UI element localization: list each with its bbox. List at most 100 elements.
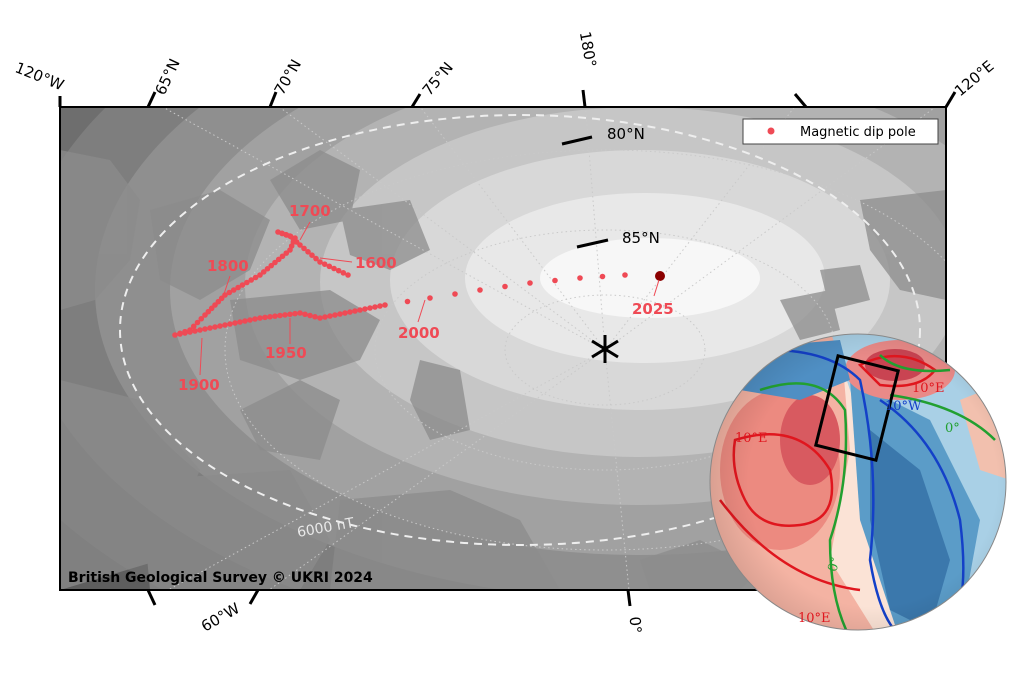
pole-dot xyxy=(372,304,378,310)
pole-dot xyxy=(237,319,243,325)
pole-dot xyxy=(248,277,255,283)
pole-dot xyxy=(182,330,188,336)
pole-dot xyxy=(267,313,273,320)
edge-label: 60°W xyxy=(198,599,243,635)
year-label: 1950 xyxy=(265,344,307,362)
pole-dot xyxy=(187,329,193,335)
pole-dot xyxy=(326,263,333,270)
pole-dot xyxy=(337,311,343,317)
pole-dot xyxy=(340,270,347,276)
pole-dot xyxy=(244,279,250,286)
pole-dot xyxy=(235,284,241,291)
pole-dot xyxy=(239,282,246,288)
pole-dot xyxy=(477,287,483,293)
year-label: 1900 xyxy=(178,376,220,394)
pole-dot xyxy=(247,317,253,323)
pole-dot xyxy=(194,319,201,326)
pole-track xyxy=(172,229,665,338)
pole-dot xyxy=(252,316,258,322)
globe-label: 10°E xyxy=(798,611,831,626)
inset-globe: 10°E 10°W 0° 10°E 0° 10°E xyxy=(709,333,1007,631)
globe-label: 10°W xyxy=(885,399,922,414)
inner-label: 85°N xyxy=(622,229,660,247)
pole-dot xyxy=(317,259,323,265)
pole-dot xyxy=(257,272,263,278)
pole-dot xyxy=(321,261,328,267)
year-leaders xyxy=(199,221,660,376)
pole-dot xyxy=(227,321,233,327)
pole-dot xyxy=(527,280,533,286)
pole-dot xyxy=(279,230,286,237)
pole-dot xyxy=(207,325,213,331)
pole-dot xyxy=(190,323,197,330)
inner-label: 80°N xyxy=(607,125,645,143)
pole-dot xyxy=(332,312,338,318)
edge-label: 120°E xyxy=(951,57,998,100)
pole-dot xyxy=(599,273,606,280)
pole-dot xyxy=(264,265,271,272)
pole-dot xyxy=(287,311,293,318)
pole-dot xyxy=(226,289,233,296)
edge-label: 65°N xyxy=(151,56,183,98)
pole-dot xyxy=(197,327,203,333)
pole-dot xyxy=(287,233,294,240)
pole-dot xyxy=(230,287,237,293)
pole-dot xyxy=(198,315,205,322)
pole-dot xyxy=(277,312,283,319)
globe-label: 10°E xyxy=(735,431,768,446)
pole-dot xyxy=(301,245,307,252)
pole-dot xyxy=(202,326,208,332)
land xyxy=(60,150,946,590)
pole-dot xyxy=(309,252,315,258)
edge-label: 75°N xyxy=(419,59,457,100)
pole-dot xyxy=(275,229,281,235)
pole-dot xyxy=(307,312,313,319)
pole-current xyxy=(655,271,665,281)
pole-dot xyxy=(283,232,290,238)
pole-dot xyxy=(260,269,267,275)
pole-dot xyxy=(172,332,178,338)
pole-dot xyxy=(317,315,323,321)
pole-dot xyxy=(177,331,183,337)
pole-dot xyxy=(305,249,311,255)
pole-dot xyxy=(287,247,293,253)
year-label: 1600 xyxy=(355,254,397,272)
pole-dot xyxy=(202,312,208,318)
pole-dot xyxy=(268,262,275,269)
edge-label: 70°N xyxy=(271,56,305,98)
pole-dot xyxy=(352,308,358,314)
legend-label: Magnetic dip pole xyxy=(800,125,916,140)
graticule xyxy=(161,107,946,590)
pole-dot xyxy=(347,309,353,315)
pole-dot xyxy=(404,298,411,305)
year-label: 2000 xyxy=(398,324,440,342)
pole-dot xyxy=(302,311,308,318)
legend: Magnetic dip pole xyxy=(742,118,939,145)
map-frame xyxy=(59,106,947,591)
pole-dot xyxy=(452,291,458,297)
pole-marker xyxy=(591,335,619,363)
contour-line xyxy=(119,114,921,546)
pole-dot xyxy=(272,313,278,319)
pole-dot xyxy=(232,320,238,326)
pole-dot xyxy=(577,275,583,281)
pole-dot xyxy=(377,303,383,309)
pole-dot xyxy=(297,310,303,316)
pole-dot xyxy=(362,306,368,312)
pole-dot xyxy=(427,295,433,301)
edge-label: 180° xyxy=(576,30,600,69)
pole-dot xyxy=(257,315,263,321)
pole-dot xyxy=(275,256,282,263)
pole-dot xyxy=(252,274,259,281)
pole-dot xyxy=(282,312,288,318)
pole-dot xyxy=(212,324,218,330)
pole-dot xyxy=(222,322,228,328)
pole-dot xyxy=(242,318,248,324)
pole-dot xyxy=(313,255,319,262)
edge-ticks xyxy=(58,89,957,607)
pole-dot xyxy=(272,259,278,266)
pole-dot xyxy=(217,323,223,329)
pole-dot xyxy=(552,277,558,284)
year-label: 1800 xyxy=(207,257,249,275)
